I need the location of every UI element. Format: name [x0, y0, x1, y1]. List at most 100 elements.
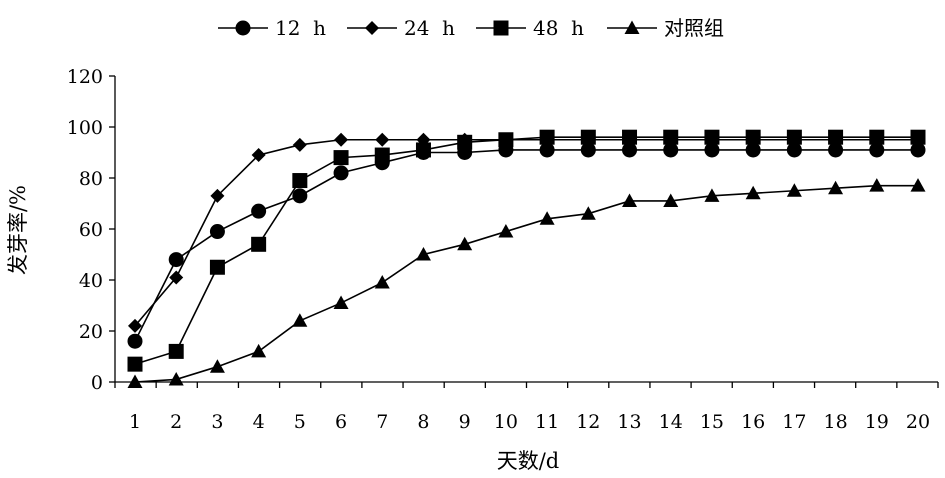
data-point: [704, 129, 720, 145]
data-point: [457, 134, 473, 150]
data-point: [622, 193, 638, 207]
data-point: [828, 129, 844, 145]
x-tick-label: 10: [494, 411, 518, 433]
x-tick-label: 4: [253, 411, 265, 433]
y-tick-label: 60: [79, 219, 103, 241]
data-point: [292, 173, 308, 189]
x-tick-label: 5: [294, 411, 306, 433]
data-point: [869, 129, 885, 145]
data-point: [127, 374, 143, 388]
data-point: [210, 188, 225, 203]
legend-marker: [493, 20, 509, 36]
data-point: [704, 142, 720, 158]
data-point: [539, 129, 555, 145]
x-tick-label: 1: [129, 411, 141, 433]
data-point: [128, 318, 142, 333]
data-point: [333, 295, 349, 309]
legend-item: 对照组: [607, 16, 724, 40]
x-tick-label: 13: [617, 411, 641, 433]
x-tick-label: 19: [865, 411, 889, 433]
data-point: [786, 183, 802, 197]
x-tick-label: 7: [376, 411, 388, 433]
data-point: [292, 313, 308, 327]
legend-item: 48 h: [476, 16, 584, 40]
x-tick-label: 14: [659, 411, 683, 433]
series-line: [134, 184, 918, 383]
series-line: [134, 138, 918, 327]
x-tick-label: 15: [700, 411, 724, 433]
data-point: [910, 129, 926, 145]
data-point: [415, 247, 431, 261]
data-point: [209, 359, 225, 373]
data-point: [168, 252, 184, 268]
y-tick-label: 80: [79, 168, 103, 190]
data-point: [869, 178, 885, 192]
data-point: [374, 275, 390, 289]
data-point: [745, 142, 761, 158]
legend-marker: [365, 21, 379, 35]
data-point: [251, 236, 267, 252]
data-point: [663, 142, 679, 158]
y-tick-label: 40: [79, 270, 103, 292]
data-point: [580, 206, 596, 220]
x-tick-label: 8: [417, 411, 429, 433]
data-point: [539, 142, 555, 158]
legend-item: 12 h: [218, 16, 326, 40]
data-point: [127, 356, 143, 372]
data-point: [704, 188, 720, 202]
data-point: [127, 333, 143, 349]
data-point: [292, 137, 307, 152]
data-point: [580, 142, 596, 158]
y-tick-label: 100: [67, 117, 103, 139]
x-tick-label: 9: [459, 411, 471, 433]
data-point: [251, 343, 267, 358]
plot-area: [127, 129, 926, 388]
series-1: [127, 142, 926, 349]
data-point: [498, 132, 514, 148]
data-point: [580, 129, 596, 145]
series-4: [127, 178, 926, 388]
x-tick-label: 18: [823, 411, 847, 433]
data-point: [869, 142, 885, 158]
legend: 12 h 24 h 48 h 对照组: [218, 16, 724, 40]
x-tick-label: 17: [782, 411, 806, 433]
data-point: [828, 180, 844, 195]
data-point: [498, 224, 514, 238]
data-point: [663, 193, 679, 207]
y-tick-label: 20: [79, 321, 103, 343]
data-point: [209, 224, 225, 240]
x-tick-label: 12: [576, 411, 600, 433]
legend-item: 24 h: [347, 16, 455, 40]
data-point: [374, 147, 390, 163]
data-point: [457, 236, 473, 251]
data-point: [745, 185, 761, 200]
data-point: [786, 129, 802, 145]
legend-label: 48 h: [533, 16, 584, 40]
data-point: [375, 132, 390, 147]
data-point: [333, 150, 349, 166]
legend-label: 12 h: [275, 16, 326, 40]
data-point: [169, 270, 184, 285]
data-point: [251, 148, 266, 163]
x-tick-label: 2: [170, 411, 182, 433]
data-point: [910, 178, 926, 192]
legend-marker: [235, 20, 251, 36]
data-point: [622, 129, 638, 145]
x-tick-label: 11: [535, 411, 559, 433]
data-point: [745, 129, 761, 145]
series-2: [128, 132, 925, 333]
data-point: [786, 142, 802, 158]
series-3: [127, 129, 926, 372]
legend-label: 对照组: [664, 16, 724, 40]
data-point: [292, 188, 308, 204]
x-tick-label: 3: [211, 411, 223, 433]
data-point: [168, 371, 184, 386]
x-tick-label: 20: [906, 411, 930, 433]
x-axis-title: 天数/d: [497, 449, 560, 473]
data-point: [539, 211, 555, 225]
data-point: [663, 129, 679, 145]
x-tick-label: 16: [741, 411, 765, 433]
y-axis-title: 发芽率/%: [6, 185, 30, 275]
